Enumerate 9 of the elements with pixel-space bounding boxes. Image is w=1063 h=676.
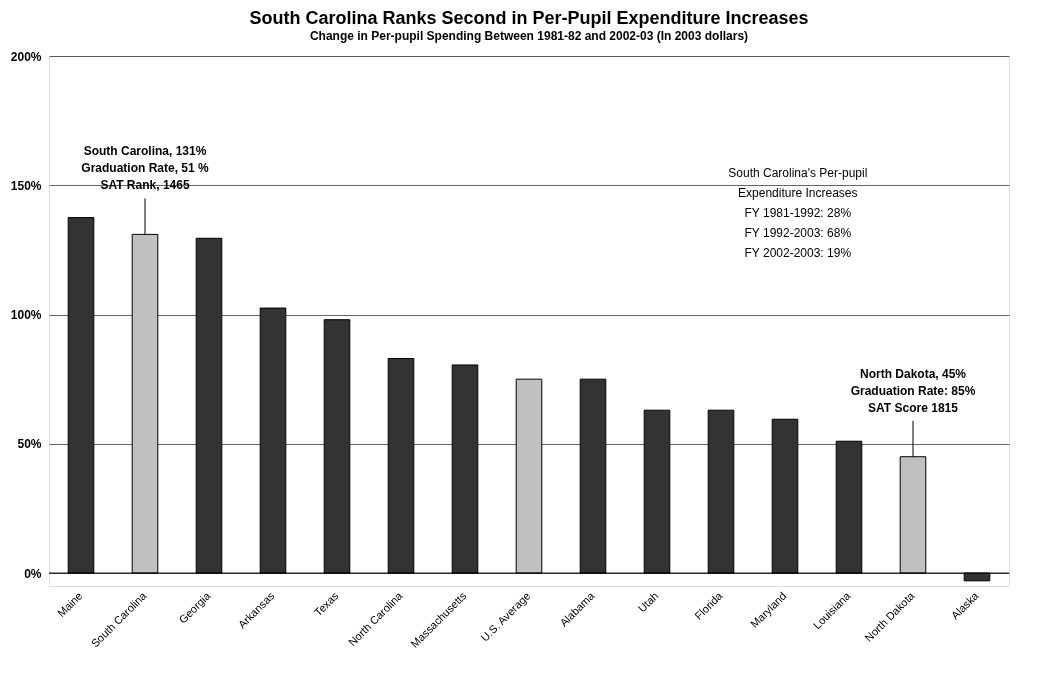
y-tick-label: 100% <box>10 308 42 323</box>
chart-subtitle: Change in Per-pupil Spending Between 1981-82 and 2002-03 (In 2003 dollars) <box>309 29 749 43</box>
y-tick-label: 0% <box>24 566 42 581</box>
y-tick-label: 200% <box>10 49 42 64</box>
annotation: North Dakota, 45% Graduation Rate: 85% SAT Score 1815 <box>850 366 976 415</box>
annotation: South Carolina's Per-pupil Expenditure Increases FY 1981-1992: 28% FY 1992-2003: 68% FY 2002-2003: 19% <box>728 165 868 260</box>
y-tick-label: 150% <box>10 178 42 193</box>
chart-title: South Carolina Ranks Second in Per-Pupil Expenditure Increases <box>249 8 809 28</box>
y-tick-label: 50% <box>17 437 42 452</box>
